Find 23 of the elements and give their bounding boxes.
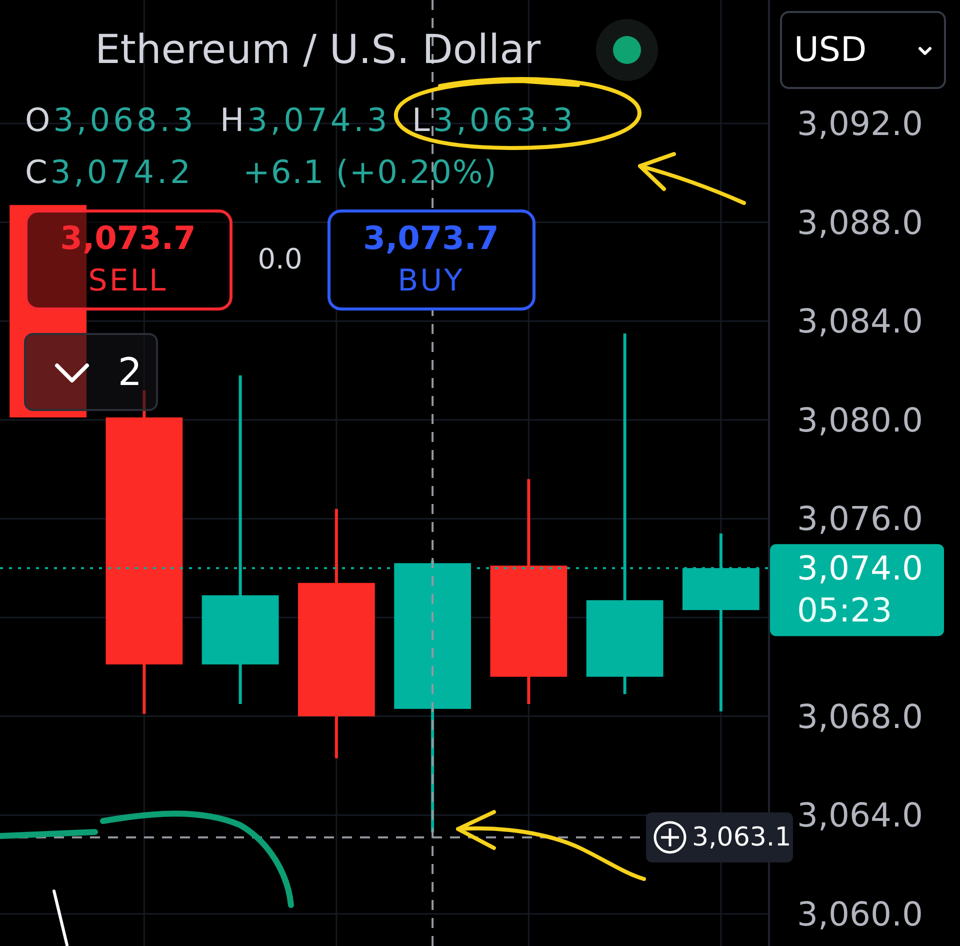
annotation: 3,073.7 bbox=[363, 219, 499, 257]
ref-line-label: 3,063.1 bbox=[692, 822, 792, 852]
text: USD bbox=[794, 30, 867, 70]
annotation: 3,073.7 bbox=[60, 219, 196, 257]
y-tick-label: 3,064.0 bbox=[797, 796, 923, 835]
annotation: O3,068.3 bbox=[25, 101, 196, 139]
text: Ethereum / U.S. Dollar bbox=[95, 27, 542, 73]
text: 05:23 bbox=[797, 590, 892, 630]
annotation: 0.0 bbox=[258, 242, 302, 276]
annotation: C3,074.2 bbox=[25, 153, 194, 191]
annotation: L3,063.3 bbox=[412, 101, 576, 139]
y-tick-label: 3,060.0 bbox=[797, 894, 923, 934]
y-tick-label: 3,088.0 bbox=[797, 202, 923, 242]
y-tick-label: 3,080.0 bbox=[797, 400, 923, 440]
annotation: 2 bbox=[118, 350, 142, 394]
ref-line-label: 3,074.0 bbox=[797, 548, 923, 588]
annotation: +6.1 (+0.20%) bbox=[243, 153, 498, 191]
annotation: BUY bbox=[398, 264, 464, 298]
y-tick-label: 3,084.0 bbox=[797, 302, 923, 341]
annotation: SELL bbox=[88, 264, 168, 298]
y-tick-label: 3,092.0 bbox=[797, 104, 923, 143]
y-tick-label: 3,068.0 bbox=[797, 696, 923, 736]
y-tick-label: 3,076.0 bbox=[797, 499, 923, 538]
